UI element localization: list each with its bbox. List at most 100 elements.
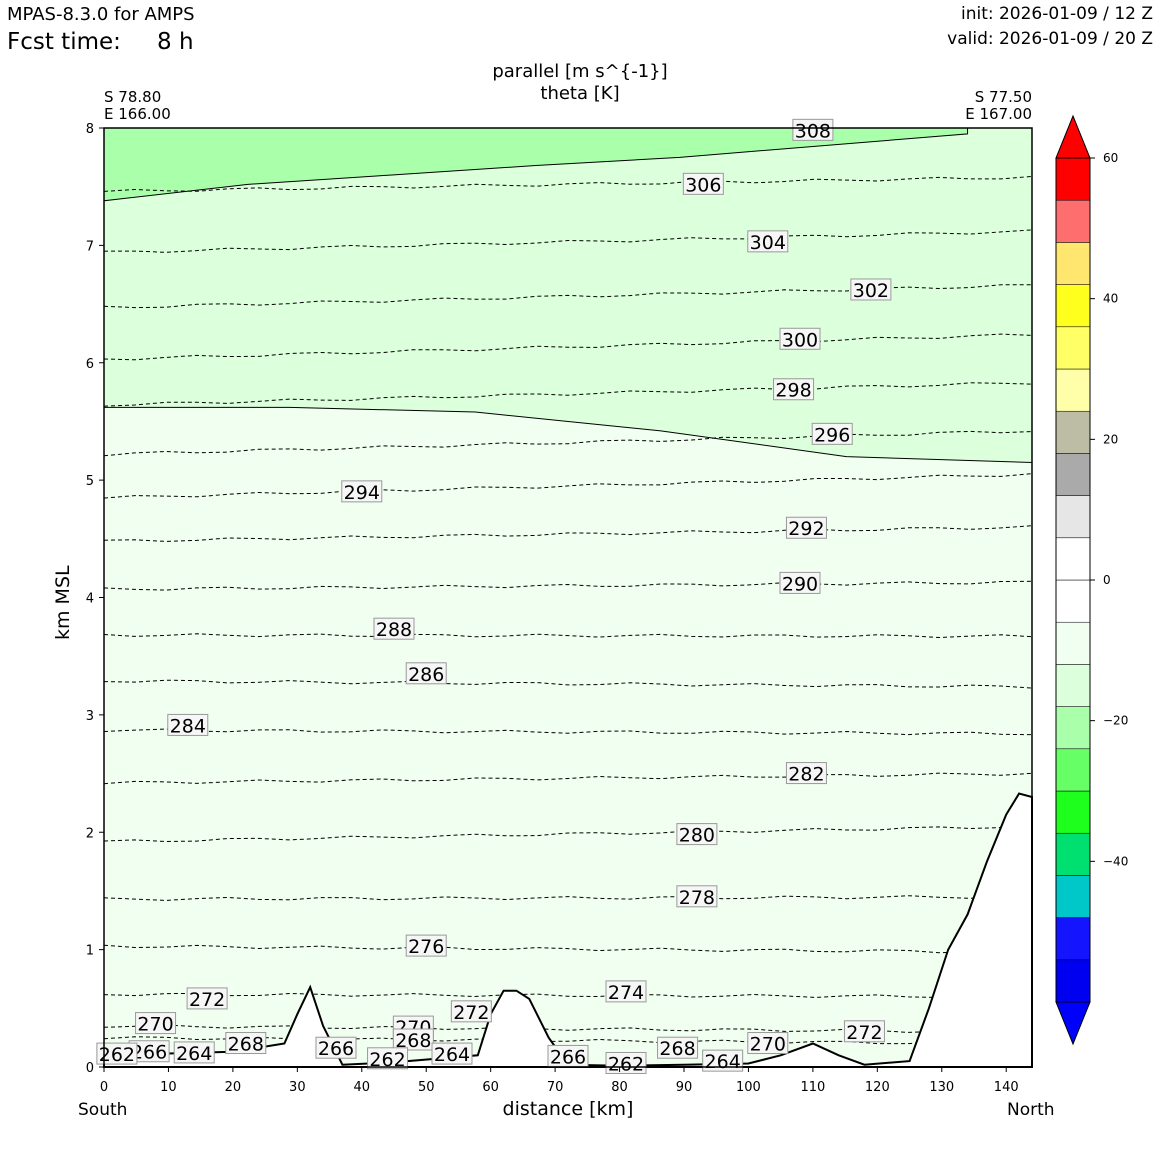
contour-label-text: 266 [318, 1038, 354, 1060]
contour-label-264: 264 [702, 1049, 744, 1073]
colorbar-band [1055, 832, 1091, 876]
colorbar-band [1055, 453, 1091, 496]
contour-label-272: 272 [186, 987, 228, 1011]
colorbar: 60 40 20 0 −20 −40 [1055, 114, 1128, 1046]
contour-label-box [792, 118, 834, 141]
colorbar-band [1055, 706, 1091, 750]
contour-label-text: 274 [608, 982, 644, 1004]
colorbar-band [1055, 664, 1091, 707]
y-axis-label-container: km MSL [52, 565, 76, 740]
end-latitude: S 77.50 [974, 88, 1032, 106]
contour-label-box [657, 1036, 699, 1059]
contour-label-text: 302 [853, 280, 889, 302]
contour-label-box [785, 762, 827, 785]
contour-label-264: 264 [173, 1041, 215, 1065]
contour-label-text: 268 [395, 1030, 431, 1052]
contour-label-284: 284 [167, 713, 209, 737]
contour-label-text: 298 [775, 380, 811, 402]
y-tick-label: 4 [86, 592, 94, 607]
theta-contour-302 [103, 284, 1033, 309]
contour-label-box [779, 327, 821, 350]
contour-label-text: 304 [750, 232, 786, 254]
colorbar-band [1055, 537, 1091, 581]
theta-contour-278 [103, 895, 1033, 901]
contour-label-288: 288 [373, 617, 415, 641]
contour-label-text: 284 [170, 715, 206, 737]
contour-label-box [392, 1028, 434, 1051]
contour-label-text: 306 [685, 174, 721, 196]
y-tick-label: 5 [86, 474, 94, 489]
y-tick-label: 1 [86, 944, 94, 959]
colorbar-tick-label: −40 [1103, 854, 1128, 868]
contour-label-text: 270 [750, 1034, 786, 1056]
contour-label-text: 272 [189, 989, 225, 1011]
contour-label-text: 262 [608, 1053, 644, 1075]
x-tick-label: 110 [800, 1080, 825, 1095]
theta-contour-282 [103, 772, 1033, 785]
contour-label-306: 306 [682, 172, 724, 196]
contour-label-304: 304 [747, 230, 789, 254]
contour-label-box [682, 172, 724, 195]
contour-label-box [773, 378, 815, 401]
theta-contour-288 [103, 633, 1033, 639]
contour-label-text: 262 [369, 1049, 405, 1071]
contour-label-text: 268 [659, 1038, 695, 1060]
colorbar-band [1055, 621, 1091, 665]
model-title: MPAS-8.3.0 for AMPS [7, 4, 195, 25]
contour-label-text: 300 [782, 329, 818, 351]
colorbar-tick-label: −20 [1103, 714, 1128, 728]
contour-label-272: 272 [843, 1020, 885, 1044]
contour-label-box [135, 1012, 177, 1035]
theta-contour-292 [103, 525, 1033, 542]
x-tick-label: 70 [547, 1080, 564, 1095]
contour-label-box [405, 662, 447, 685]
colorbar-band [1055, 748, 1091, 792]
contour-label-box [173, 1041, 215, 1064]
contour-label-268: 268 [657, 1036, 699, 1060]
contour-label-text: 266 [550, 1046, 586, 1068]
end-longitude: E 167.00 [965, 105, 1032, 123]
contour-label-272: 272 [450, 1000, 492, 1024]
contour-label-box [747, 230, 789, 253]
contour-label-text: 288 [376, 619, 412, 641]
wind-region-top [103, 127, 969, 202]
y-axis-label: km MSL [52, 565, 74, 640]
contour-label-text: 286 [408, 664, 444, 686]
colorbar-band [1055, 790, 1091, 834]
contour-label-text: 270 [137, 1014, 173, 1036]
contour-label-264: 264 [431, 1042, 473, 1066]
chart-title-wind: parallel [m s^{-1}] [492, 61, 668, 82]
contour-label-box [702, 1049, 744, 1072]
x-tick-label: 130 [929, 1080, 954, 1095]
contour-label-290: 290 [779, 571, 821, 595]
colorbar-band [1055, 917, 1091, 961]
theta-contour-298 [103, 382, 1033, 407]
theta-contour-276 [103, 944, 1033, 954]
contour-label-box [605, 980, 647, 1003]
colorbar-band [1055, 326, 1091, 370]
colorbar-band [1055, 959, 1091, 1003]
contour-label-text: 282 [788, 764, 824, 786]
y-tick-label: 6 [86, 357, 94, 372]
contour-label-text: 272 [453, 1002, 489, 1024]
x-tick-label: 120 [865, 1080, 890, 1095]
theta-contour-300 [103, 333, 1033, 361]
x-tick-label: 10 [160, 1080, 177, 1095]
contour-label-box [341, 480, 383, 503]
contour-label-text: 266 [131, 1042, 167, 1064]
y-tick-label: 0 [86, 1061, 94, 1076]
x-axis-north-label: North [1007, 1100, 1055, 1120]
colorbar-band [1055, 157, 1091, 201]
contour-label-280: 280 [676, 823, 718, 847]
x-axis-south-label: South [78, 1100, 128, 1120]
x-tick-label: 30 [289, 1080, 306, 1095]
contour-label-box [315, 1036, 357, 1059]
y-tick-label: 3 [86, 709, 94, 724]
x-tick-label: 90 [676, 1080, 693, 1095]
colorbar-band [1055, 495, 1091, 539]
contour-label-268: 268 [225, 1032, 267, 1056]
x-tick-label: 0 [100, 1080, 108, 1095]
colorbar-extend-max [1055, 114, 1091, 159]
colorbar-band [1055, 410, 1091, 454]
